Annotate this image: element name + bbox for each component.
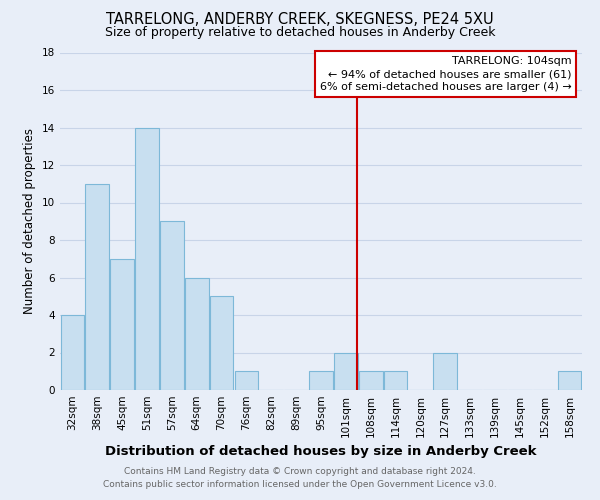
Bar <box>235 371 258 390</box>
Bar <box>210 296 233 390</box>
Bar <box>135 128 159 390</box>
Text: Contains HM Land Registry data © Crown copyright and database right 2024.
Contai: Contains HM Land Registry data © Crown c… <box>103 468 497 489</box>
Y-axis label: Number of detached properties: Number of detached properties <box>23 128 37 314</box>
Bar <box>433 352 457 390</box>
Text: TARRELONG: 104sqm
← 94% of detached houses are smaller (61)
6% of semi-detached : TARRELONG: 104sqm ← 94% of detached hous… <box>320 56 572 92</box>
Bar <box>185 278 209 390</box>
Bar <box>359 371 383 390</box>
Bar <box>160 221 184 390</box>
Bar <box>309 371 333 390</box>
Bar <box>558 371 581 390</box>
Bar <box>384 371 407 390</box>
Bar <box>61 315 84 390</box>
X-axis label: Distribution of detached houses by size in Anderby Creek: Distribution of detached houses by size … <box>105 446 537 458</box>
Text: Size of property relative to detached houses in Anderby Creek: Size of property relative to detached ho… <box>105 26 495 39</box>
Bar <box>85 184 109 390</box>
Bar <box>110 259 134 390</box>
Text: TARRELONG, ANDERBY CREEK, SKEGNESS, PE24 5XU: TARRELONG, ANDERBY CREEK, SKEGNESS, PE24… <box>106 12 494 28</box>
Bar <box>334 352 358 390</box>
